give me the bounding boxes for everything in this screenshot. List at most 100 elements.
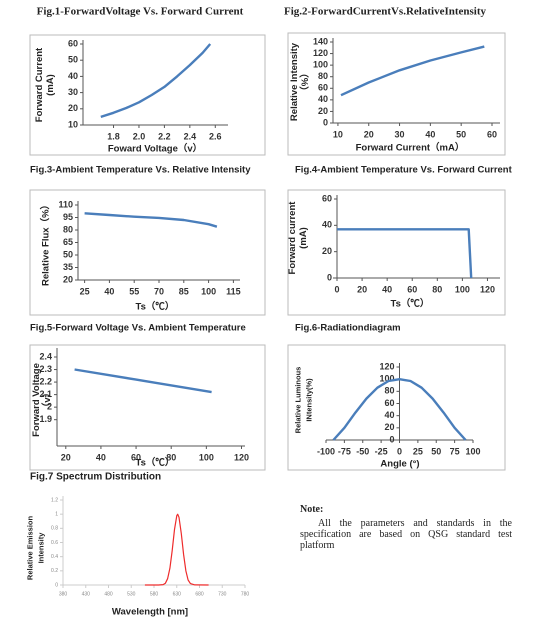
chart-title: Fig.4-Ambient Temperature Vs. Forward Cu… [295,165,513,176]
x-tick-label: 40 [104,286,114,296]
y-axis-label: (mA) [298,227,309,249]
y-tick-label: 80 [318,71,328,81]
y-axis-label: Relative Luminous [293,367,302,434]
x-tick-label: 680 [195,591,204,597]
x-tick-label: 430 [82,591,91,597]
y-tick-label: 80 [384,386,394,396]
x-tick-label: 60 [131,452,141,462]
x-tick-label: 120 [234,452,249,462]
y-tick-label: 30 [68,87,78,97]
y-tick-label: 120 [313,48,328,58]
y-tick-label: 2.2 [39,376,52,386]
y-axis-label: Relative Emission [25,515,34,580]
y-tick-label: 50 [68,55,78,65]
x-tick-label: 85 [179,286,189,296]
y-tick-label: 2.1 [39,389,52,399]
x-tick-label: 40 [96,452,106,462]
x-tick-label: 780 [241,591,250,597]
y-tick-label: 60 [318,83,328,93]
chart-frame [287,189,506,316]
x-tick-label: 100 [455,284,470,294]
chart-title: Fig.5-Forward Voltage Vs. Ambient Temper… [30,323,246,334]
x-tick-label: 100 [199,452,214,462]
y-tick-label: 1 [55,511,58,517]
data-line [144,513,209,586]
chart-title: Fig.3-Ambient Temperature Vs. Relative I… [30,165,251,176]
y-tick-label: 65 [63,237,73,247]
x-axis-label: Angle (°) [380,459,419,470]
x-tick-label: 630 [173,591,182,597]
x-tick-label: 530 [127,591,136,597]
x-axis-label: Forward Current（mA） [356,142,465,154]
y-axis-label: (mA) [45,74,56,96]
x-tick-label: 20 [364,129,374,139]
x-tick-label: 120 [480,284,495,294]
y-tick-label: 2 [47,402,52,412]
y-tick-label: 60 [68,38,78,48]
y-tick-label: 100 [379,374,394,384]
x-axis-label: Ts（℃） [136,457,175,469]
x-tick-label: 20 [61,452,71,462]
chart-title: Fig.2-ForwardCurrentVs.RelativeIntensity [284,6,487,18]
y-tick-label: 0 [327,272,332,282]
x-tick-label: 115 [226,286,241,296]
x-tick-label: 2.0 [133,131,146,141]
y-axis-label: （%） [299,68,311,95]
y-axis-label: Relative Intensity [289,42,300,121]
data-line [74,368,212,394]
data-line [340,45,485,97]
x-tick-label: 60 [487,129,497,139]
x-tick-label: 50 [431,446,441,456]
y-tick-label: 40 [322,220,332,230]
y-axis-label: Forward current [287,201,298,275]
y-tick-label: 40 [384,410,394,420]
y-tick-label: 120 [379,361,394,371]
x-tick-label: 2.2 [158,131,171,141]
x-tick-label: -75 [338,446,351,456]
data-line [337,228,473,279]
y-tick-label: 0 [55,582,58,588]
x-tick-label: 2.6 [209,131,222,141]
x-tick-label: 730 [218,591,227,597]
x-tick-label: 30 [395,129,405,139]
x-tick-label: 50 [456,129,466,139]
chart-title: Fig.1-ForwardVoltage Vs. Forward Current [37,6,244,18]
y-tick-label: 1.9 [39,414,52,424]
x-tick-label: 0 [335,284,340,294]
x-tick-label: -100 [317,446,335,456]
note: Note: All the parameters and standards i… [300,504,512,551]
x-tick-label: 75 [450,446,460,456]
x-tick-label: -25 [375,446,388,456]
y-axis-label: Forward Voltage [31,363,42,437]
data-line [100,43,212,119]
y-tick-label: 2.3 [39,364,52,374]
chart-frame [287,344,506,471]
x-tick-label: 100 [201,286,216,296]
chart-frame [29,344,266,471]
x-axis-label: Ts（℃） [136,301,175,313]
y-tick-label: 110 [58,199,73,209]
x-axis-label: Wavelength [nm] [112,607,188,618]
y-tick-label: 2.4 [39,351,52,361]
y-tick-label: 80 [63,224,73,234]
y-tick-label: 20 [68,103,78,113]
y-tick-label: 0.4 [51,554,58,560]
y-tick-label: 0 [323,117,328,127]
y-tick-label: 95 [63,212,73,222]
chart-frame [29,34,266,156]
y-axis-label: Intensity [36,532,45,564]
x-tick-label: 80 [166,452,176,462]
y-tick-label: 20 [63,274,73,284]
x-axis-label: Foward Voltage（v） [108,143,202,155]
y-tick-label: 20 [318,106,328,116]
chart-title: Fig.6-Radiationdiagram [295,323,401,334]
x-tick-label: 25 [413,446,423,456]
x-tick-label: 40 [425,129,435,139]
y-tick-label: 10 [68,119,78,129]
y-tick-label: 100 [313,60,328,70]
y-axis-label: Forward Current [34,47,45,122]
x-tick-label: -50 [356,446,369,456]
chart-frame [29,189,266,316]
y-tick-label: 0.6 [51,540,58,546]
